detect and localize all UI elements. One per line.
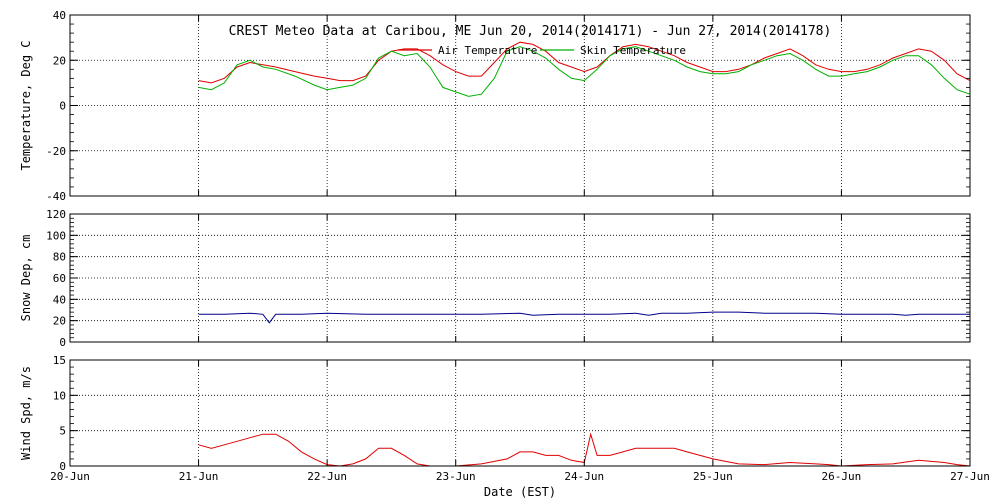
axis-labels: Temperature, Deg C Snow Dep, cm Wind Spd, …	[19, 40, 990, 483]
y-tick-label: 80	[53, 251, 66, 264]
legend: Air Temperature Skin Temperature	[398, 44, 686, 57]
y-tick-label: 20	[53, 315, 66, 328]
y-tick-label: 0	[59, 460, 66, 473]
y-tick-label: 5	[59, 425, 66, 438]
y-axis-label-1: Snow Dep, cm	[19, 235, 33, 322]
x-tick-label: 25-Jun	[693, 470, 733, 483]
y-axis-label-0: Temperature, Deg C	[19, 40, 33, 170]
y-tick-label: 20	[53, 54, 66, 67]
grid-lines	[70, 15, 970, 466]
y-axis-label-2: Wind Spd, m/s	[19, 366, 33, 460]
y-tick-label: 40	[53, 293, 66, 306]
panel-frame-2	[69, 359, 971, 467]
y-tick-label: 10	[53, 389, 66, 402]
x-axis-label: Date (EST)	[484, 485, 556, 499]
y-tick-label: -40	[46, 190, 66, 203]
y-tick-label: 0	[59, 336, 66, 349]
y-tick-label: 60	[53, 272, 66, 285]
y-tick-label: 100	[46, 229, 66, 242]
x-tick-label: 24-Jun	[564, 470, 604, 483]
x-tick-label: 22-Jun	[307, 470, 347, 483]
chart-title: CREST Meteo Data at Caribou, ME Jun 20, …	[229, 24, 832, 39]
x-tick-label: 20-Jun	[50, 470, 90, 483]
y-tick-label: 120	[46, 208, 66, 221]
x-tick-label: 26-Jun	[822, 470, 862, 483]
series-lines	[198, 41, 971, 467]
x-tick-label: 23-Jun	[436, 470, 476, 483]
series-line-0-1	[198, 46, 971, 97]
legend-label: Skin Temperature	[580, 44, 686, 57]
y-tick-label: 40	[53, 9, 66, 22]
axis-ticks: 40 20 0 -20 -40 120 100 80 60 40 20 0 15 10 5 0	[46, 9, 971, 473]
x-tick-label: 21-Jun	[179, 470, 219, 483]
y-tick-label: 15	[53, 354, 66, 367]
y-tick-label: -20	[46, 145, 66, 158]
series-line-2-0	[198, 432, 971, 467]
panel-frames	[69, 14, 971, 467]
series-line-0-0	[198, 41, 971, 84]
y-tick-label: 0	[59, 100, 66, 113]
x-tick-label: 27-Jun	[950, 470, 990, 483]
legend-label: Air Temperature	[438, 44, 537, 57]
series-line-1-0	[198, 311, 970, 324]
